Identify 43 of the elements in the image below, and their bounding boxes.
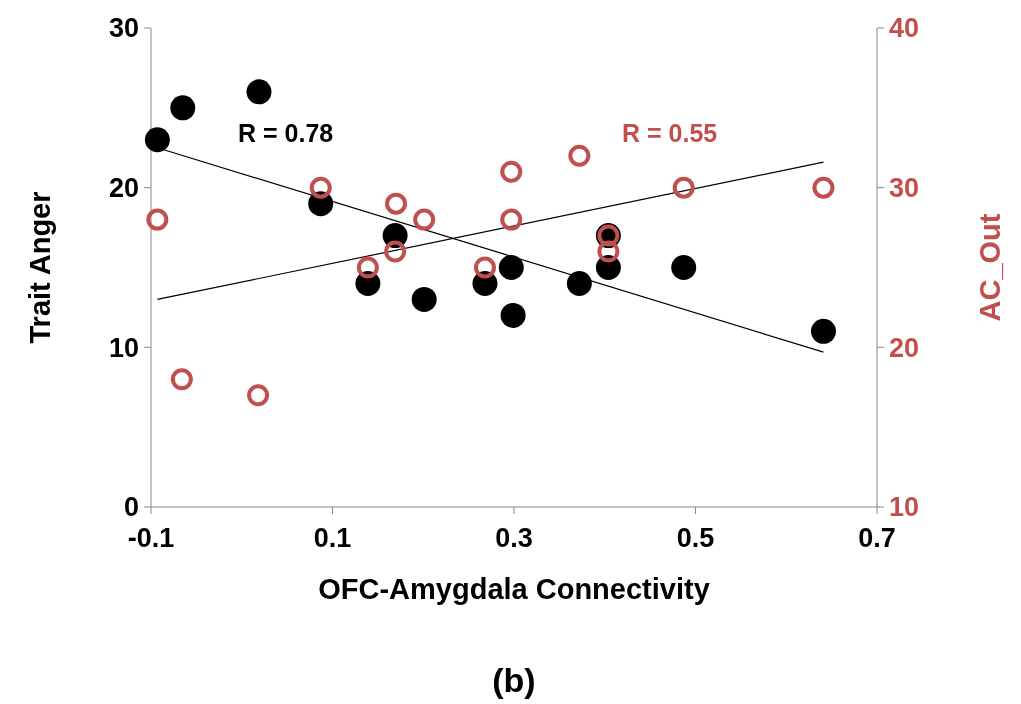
y2-tick-label: 20 [889,332,920,363]
text: (b) [492,661,536,699]
point [384,240,407,263]
point [170,95,196,121]
x-tick-label: -0.1 [127,523,175,553]
x-axis-title: OFC-Amygdala Connectivity [318,573,710,605]
point [413,208,436,231]
point [146,208,169,231]
point [500,302,526,328]
point [812,176,835,199]
point [597,240,620,263]
y-tick-label: 10 [108,332,139,363]
y2-tick-label: 40 [889,13,920,44]
y-tick-label: 20 [108,173,139,204]
x-tick-label: 0.5 [676,523,715,553]
x-tick-label: 0.7 [858,523,896,553]
y2-tick-label: 10 [889,492,920,523]
point [672,176,695,199]
point [170,368,193,391]
point [385,192,408,215]
point [144,127,170,153]
x-tick-label: 0.3 [495,523,533,553]
point [671,255,697,280]
x-tick-label: 0.1 [313,523,352,553]
point [498,255,524,280]
point [411,286,437,312]
y-axis-title: Trait Anger [24,191,56,344]
y-tick-label: 30 [108,13,139,44]
point [500,160,523,183]
y2-tick-label: 30 [889,173,920,204]
point [810,318,836,344]
point [566,270,592,296]
point [309,176,332,199]
annotation: R = 0.55 [622,119,718,147]
annotation: R = 0.78 [238,119,334,147]
y-tick-label: 0 [123,492,139,523]
point [247,384,270,407]
point [246,79,272,105]
point [356,256,379,279]
point [500,208,523,231]
y2-axis-title: AC_Out [974,213,1006,322]
point [568,144,591,167]
point [473,256,496,279]
